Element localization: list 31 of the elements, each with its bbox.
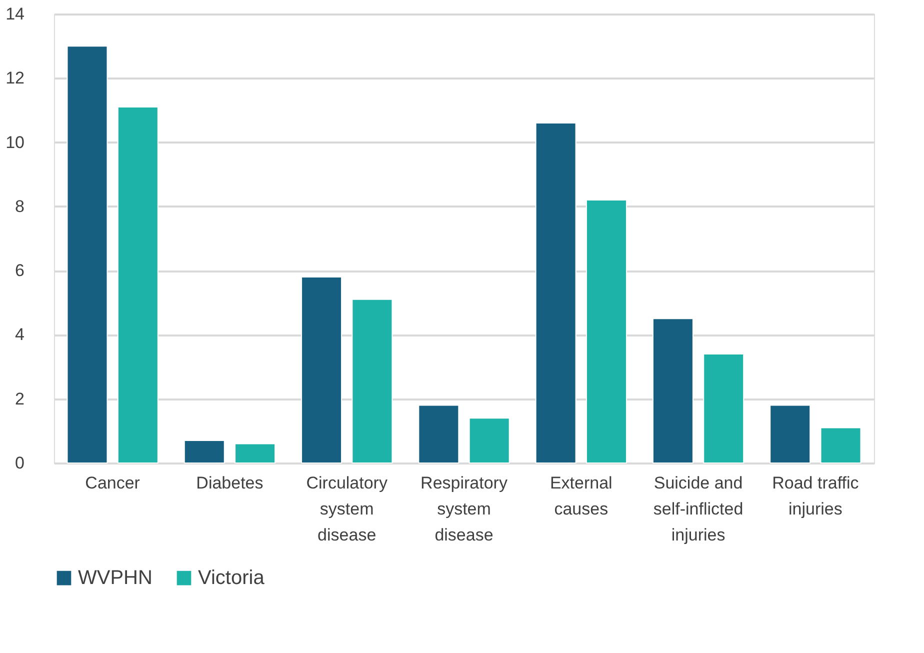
y-tick-label: 12 [6,68,24,88]
x-tick-label: Diabetes [196,474,264,492]
x-tick-label: Respiratory system disease [420,474,508,544]
bar [418,404,460,464]
y-tick-label: 0 [15,454,24,472]
x-tick-label: External causes [550,474,612,518]
y-tick-label: 10 [6,132,24,152]
x-tick-label: Cancer [85,474,140,492]
bar [770,404,811,464]
y-tick-label: 2 [15,389,24,408]
bar [301,276,342,464]
x-tick-label: Suicide and self-inflicted injuries [653,474,744,544]
bar [652,318,694,464]
bar [535,122,576,464]
x-tick-label: Circulatory system disease [306,474,388,544]
legend-label: Victoria [198,567,266,590]
legend-label: WVPHN [78,567,152,590]
bar [66,46,108,464]
bar [586,200,627,464]
bar [117,106,158,464]
bar [184,440,225,464]
y-tick-label: 8 [15,196,24,216]
bar [352,298,393,464]
bar [703,353,744,464]
y-tick-label: 4 [15,325,24,344]
bar [234,443,276,464]
x-tick-label: Road traffic injuries [772,474,860,518]
bar [820,427,862,464]
bar [468,418,510,464]
y-tick-label: 6 [15,261,24,280]
y-tick-label: 14 [6,4,24,24]
